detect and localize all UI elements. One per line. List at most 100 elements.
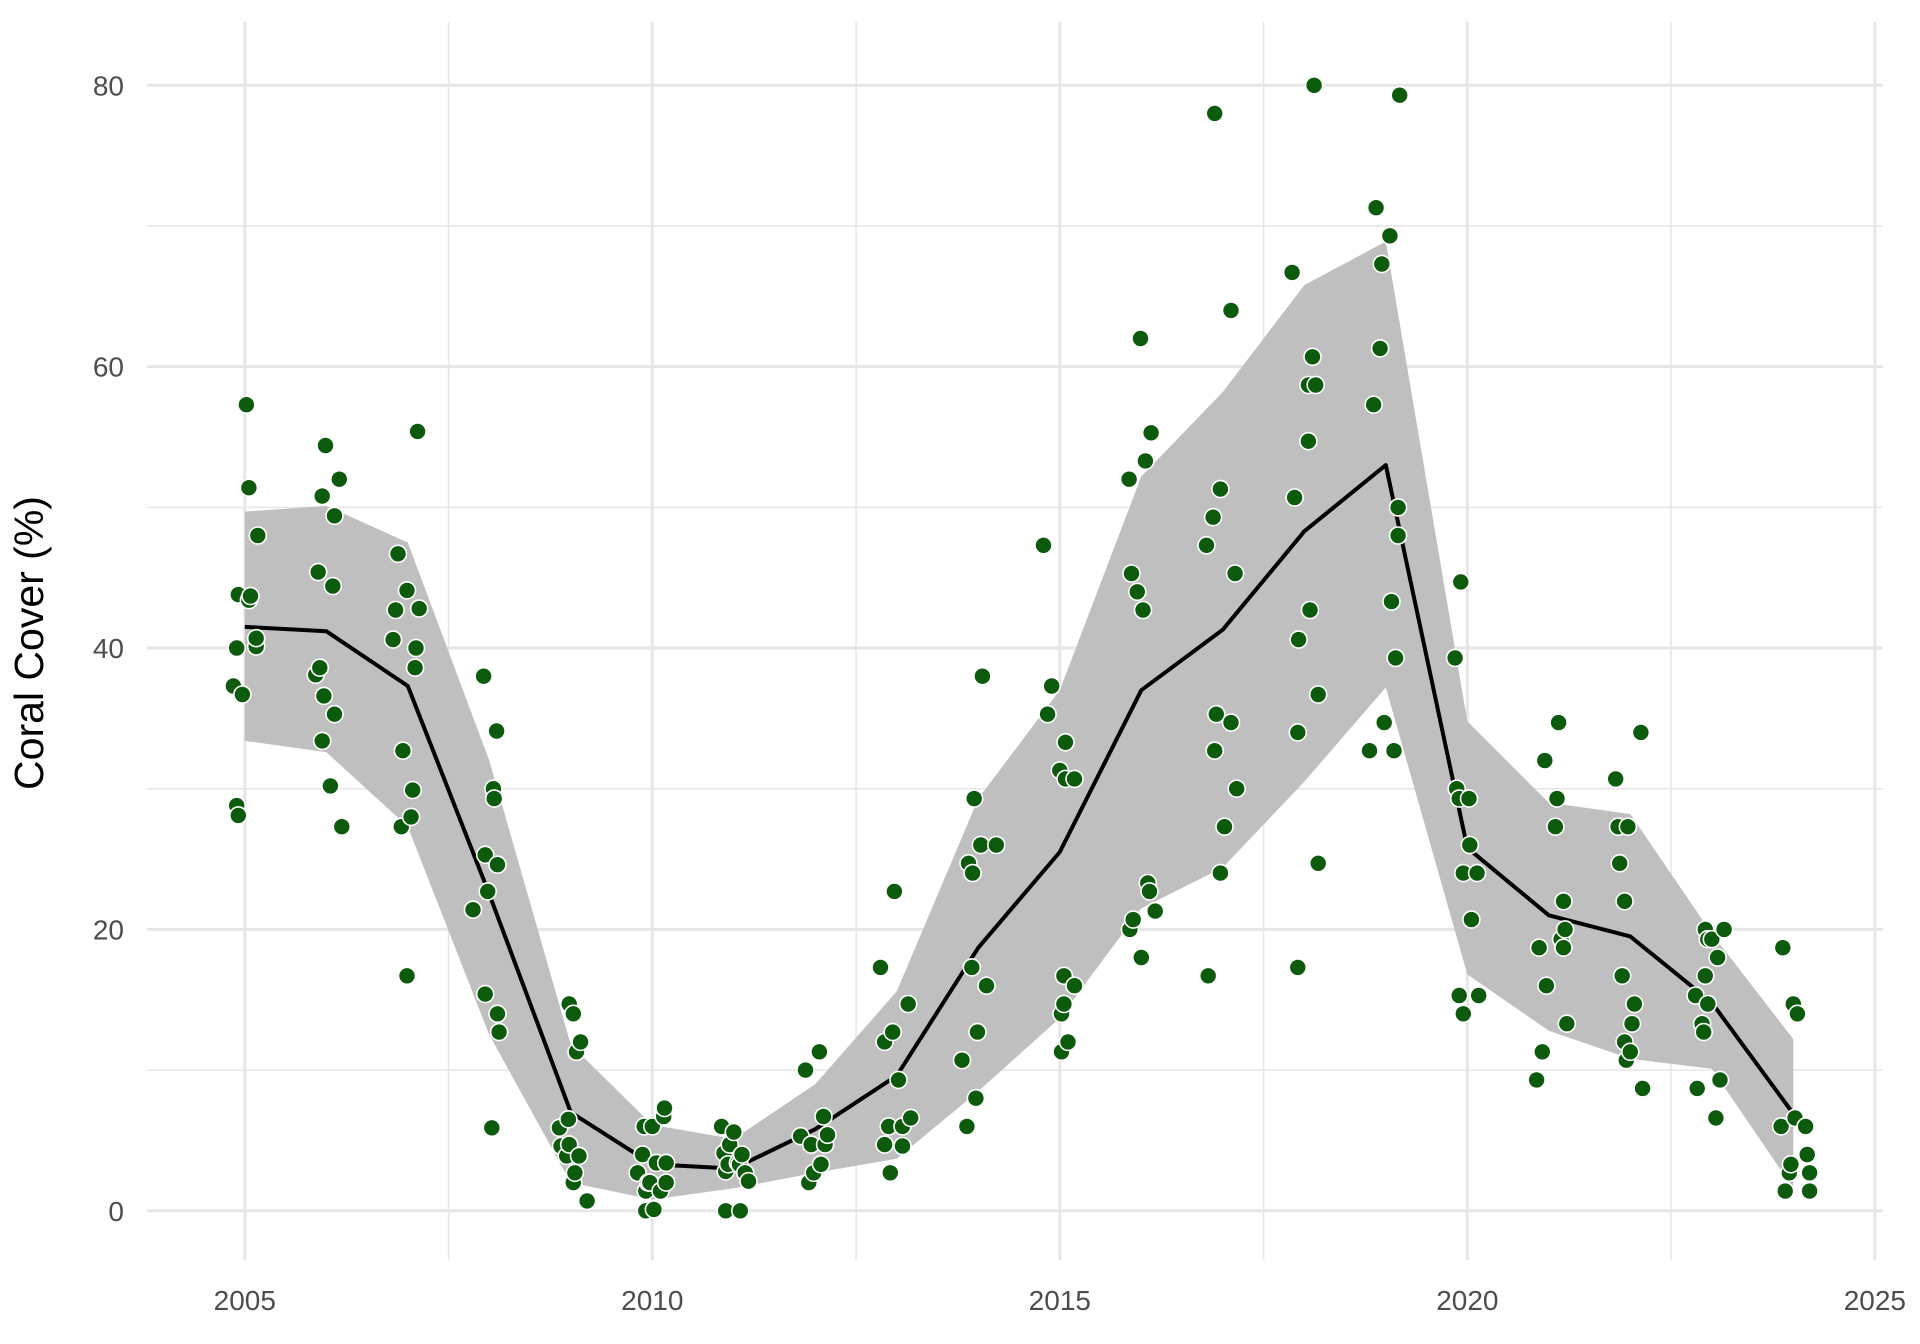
data-point (397, 581, 417, 600)
data-point (1225, 564, 1245, 583)
data-point (409, 599, 429, 618)
data-point (968, 1022, 987, 1042)
data-point (952, 1050, 972, 1070)
data-point (321, 776, 340, 796)
data-point (1304, 76, 1324, 95)
data-point (1122, 564, 1141, 583)
data-point (325, 704, 344, 724)
data-point (957, 1117, 977, 1136)
data-point (883, 1022, 903, 1042)
data-point (1211, 479, 1230, 499)
data-point (488, 1004, 507, 1024)
data-point (383, 630, 403, 649)
data-point (1221, 713, 1241, 732)
data-point (1469, 986, 1488, 1005)
y-tick-label: 40 (93, 633, 124, 664)
y-tick-label: 60 (93, 352, 124, 383)
data-point (1622, 1014, 1642, 1034)
data-point (1205, 741, 1224, 761)
data-point (1364, 395, 1383, 415)
data-point (237, 395, 256, 415)
data-point (487, 721, 506, 741)
data-point (1771, 1117, 1791, 1136)
data-point (1527, 1070, 1546, 1090)
data-point (489, 1022, 509, 1042)
data-point (577, 1191, 597, 1211)
data-point (1300, 600, 1320, 620)
x-tick-label: 2015 (1029, 1285, 1091, 1316)
data-point (403, 780, 423, 800)
data-point (1554, 938, 1573, 958)
data-point (1299, 431, 1318, 451)
data-point (1141, 423, 1161, 443)
data-point (323, 576, 343, 596)
data-point (332, 817, 352, 837)
data-point (1445, 648, 1465, 668)
data-point (1612, 966, 1632, 986)
data-point (739, 1171, 758, 1191)
data-point (1696, 966, 1715, 986)
data-point (1131, 329, 1150, 348)
data-point (1631, 723, 1651, 742)
data-point (1781, 1155, 1801, 1174)
data-point (1384, 741, 1404, 761)
data-point (1708, 948, 1727, 967)
data-point (1360, 741, 1379, 761)
data-point (475, 984, 495, 1004)
data-point (1451, 572, 1471, 592)
data-point (408, 422, 427, 441)
data-point (1555, 920, 1575, 939)
data-point (1227, 779, 1246, 799)
data-point (1546, 817, 1565, 837)
data-point (644, 1200, 664, 1219)
data-point (1788, 1004, 1807, 1024)
data-point (1128, 582, 1147, 602)
data-point (963, 863, 982, 883)
data-point (1132, 948, 1151, 967)
data-point (1533, 1042, 1552, 1062)
data-point (1633, 1079, 1652, 1098)
mean-trend-line (244, 463, 1795, 1171)
data-point (474, 666, 493, 686)
data-point (1282, 263, 1302, 282)
data-points (224, 76, 1819, 1221)
data-point (1303, 347, 1322, 367)
data-point (239, 478, 259, 498)
data-point (484, 789, 504, 808)
data-point (889, 1070, 908, 1090)
data-point (973, 666, 992, 686)
data-point (1796, 1117, 1815, 1136)
data-point (1535, 751, 1555, 770)
data-point (810, 1042, 829, 1062)
data-point (1197, 535, 1216, 555)
data-point (325, 506, 344, 526)
data-point (1056, 732, 1075, 752)
data-point (1207, 704, 1226, 724)
data-point (329, 469, 349, 489)
data-point (1285, 488, 1304, 507)
data-point (1547, 789, 1567, 808)
data-point (1374, 713, 1394, 732)
data-point (571, 1032, 590, 1052)
data-point (1449, 986, 1469, 1005)
data-point (880, 1163, 900, 1183)
data-point (312, 486, 332, 506)
data-point (241, 586, 260, 606)
data-point (1289, 630, 1308, 649)
data-point (488, 855, 507, 875)
data-point (563, 1004, 583, 1024)
data-point (656, 1173, 676, 1192)
data-point (248, 526, 268, 545)
x-tick-label: 2005 (214, 1285, 276, 1316)
data-point (885, 882, 904, 901)
data-point (971, 835, 991, 855)
data-point (871, 958, 890, 977)
data-point (811, 1155, 831, 1174)
data-point (227, 638, 246, 658)
data-point (1388, 526, 1408, 545)
data-point (1038, 704, 1057, 724)
data-point (1698, 994, 1718, 1014)
data-point (1390, 85, 1409, 105)
data-point (1615, 891, 1634, 911)
data-point (1366, 198, 1386, 217)
